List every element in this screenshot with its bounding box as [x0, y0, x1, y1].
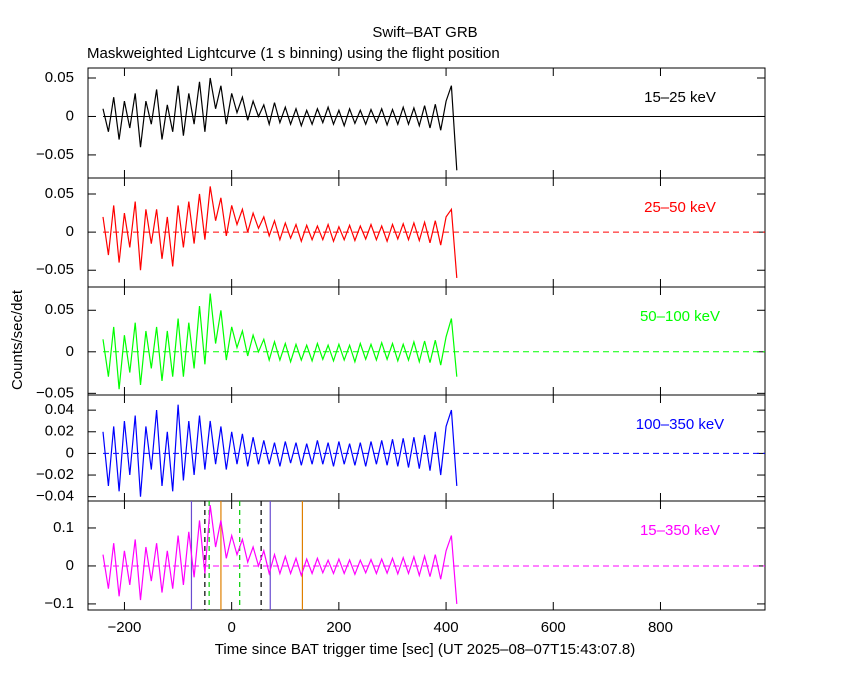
x-axis-label: Time since BAT trigger time [sec] (UT 20…	[215, 641, 635, 658]
y-tick-label: 0	[66, 223, 74, 240]
panel-frame	[87, 500, 766, 611]
panel-label: 15–25 keV	[644, 89, 716, 106]
panel-label: 100–350 keV	[636, 416, 724, 433]
y-tick-label: 0	[66, 444, 74, 461]
y-tick-label: 0	[66, 343, 74, 360]
panel-label: 25–50 keV	[644, 199, 716, 216]
light-curve	[102, 77, 458, 171]
panel-label: 15–350 keV	[640, 522, 720, 539]
y-tick-label: −0.02	[36, 466, 74, 483]
chart-title: Swift–BAT GRB	[372, 24, 477, 41]
panel-label: 50–100 keV	[640, 308, 720, 325]
x-tick-label: 800	[648, 619, 673, 636]
y-tick-label: −0.05	[36, 384, 74, 401]
x-tick-label: 0	[227, 619, 235, 636]
y-tick-label: 0.05	[45, 301, 74, 318]
x-tick-label: 200	[326, 619, 351, 636]
y-tick-label: 0.05	[45, 185, 74, 202]
x-tick-label: 600	[541, 619, 566, 636]
y-tick-label: −0.05	[36, 261, 74, 278]
x-tick-label: 400	[434, 619, 459, 636]
y-tick-label: −0.1	[44, 595, 74, 612]
y-tick-label: 0.02	[45, 423, 74, 440]
y-tick-label: −0.05	[36, 146, 74, 163]
y-tick-label: 0	[66, 557, 74, 574]
y-tick-label: 0.1	[53, 519, 74, 536]
light-curve	[102, 505, 458, 604]
y-tick-label: 0.05	[45, 69, 74, 86]
chart-subtitle: Maskweighted Lightcurve (1 s binning) us…	[87, 45, 500, 62]
light-curve	[102, 293, 458, 390]
y-tick-label: 0	[66, 107, 74, 124]
light-curve	[102, 186, 458, 278]
y-axis-label: Counts/sec/det	[9, 289, 26, 390]
light-curve	[102, 404, 458, 497]
y-tick-label: −0.04	[36, 488, 74, 505]
y-tick-label: 0.04	[45, 401, 74, 418]
x-tick-label: −200	[108, 619, 142, 636]
